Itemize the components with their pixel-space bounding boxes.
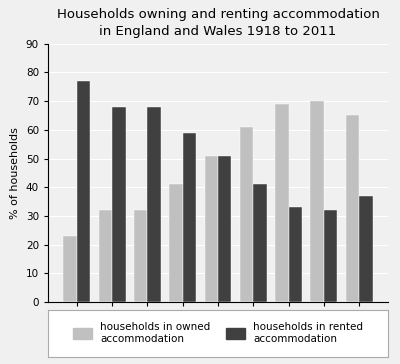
Bar	[112, 107, 126, 302]
Bar	[64, 236, 77, 302]
Bar	[253, 185, 267, 302]
Bar	[218, 156, 232, 302]
Bar	[183, 133, 196, 302]
Y-axis label: % of households: % of households	[10, 127, 20, 219]
Legend: households in owned
accommodation, households in rented
accommodation: households in owned accommodation, house…	[69, 318, 367, 348]
Bar	[346, 115, 359, 302]
Bar	[359, 196, 372, 302]
Bar	[240, 127, 253, 302]
Bar	[204, 156, 218, 302]
Bar	[324, 210, 337, 302]
Bar	[99, 210, 112, 302]
Bar	[148, 107, 161, 302]
Title: Households owning and renting accommodation
in England and Wales 1918 to 2011: Households owning and renting accommodat…	[56, 8, 380, 38]
Bar	[310, 101, 324, 302]
Bar	[134, 210, 148, 302]
Bar	[77, 81, 90, 302]
Bar	[169, 185, 183, 302]
Bar	[275, 104, 288, 302]
Bar	[288, 207, 302, 302]
